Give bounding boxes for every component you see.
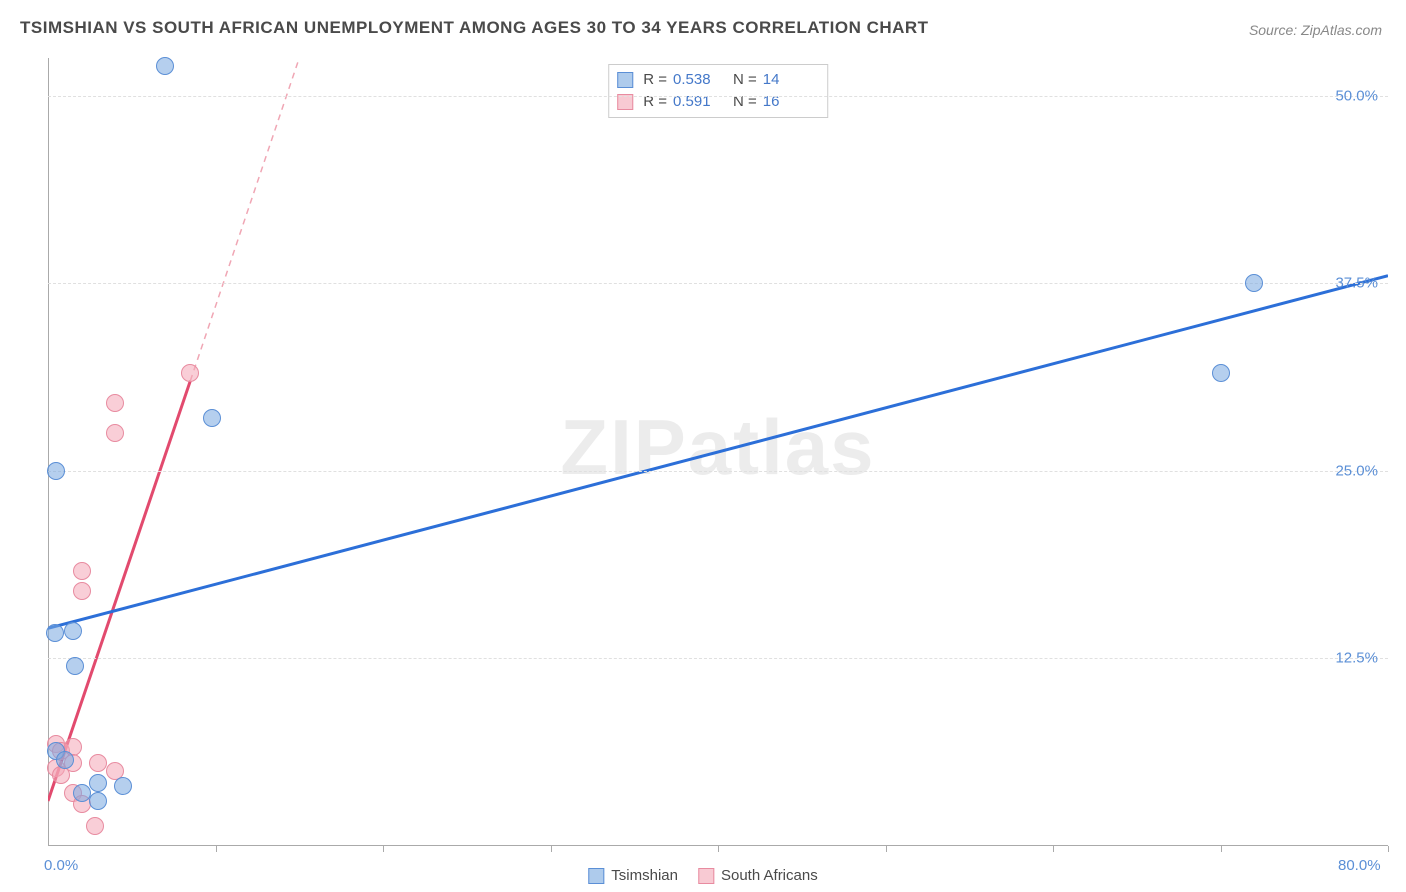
- source-label: Source: ZipAtlas.com: [1249, 22, 1382, 38]
- stats-row-pink: R = 0.591 N = 16: [617, 91, 813, 113]
- x-tick: [216, 846, 217, 852]
- r-label: R =: [643, 69, 667, 91]
- y-tick-label: 25.0%: [1335, 462, 1378, 479]
- r-value: 0.538: [673, 69, 723, 91]
- y-tick-label: 37.5%: [1335, 275, 1378, 292]
- scatter-point-blue: [114, 777, 132, 795]
- series-legend: Tsimshian South Africans: [588, 867, 817, 884]
- x-tick-label: 80.0%: [1338, 857, 1381, 874]
- legend-label: Tsimshian: [611, 867, 678, 884]
- x-tick: [1221, 846, 1222, 852]
- n-value: 14: [763, 69, 813, 91]
- gridline-horizontal: [48, 283, 1388, 284]
- plot-area: ZIPatlas R = 0.538 N = 14 R = 0.591 N = …: [48, 58, 1388, 846]
- scatter-point-blue: [73, 784, 91, 802]
- gridline-horizontal: [48, 471, 1388, 472]
- scatter-point-blue: [56, 751, 74, 769]
- n-label: N =: [733, 91, 757, 113]
- r-label: R =: [643, 91, 667, 113]
- swatch-blue-icon: [588, 868, 604, 884]
- scatter-point-pink: [73, 562, 91, 580]
- x-tick-label: 0.0%: [44, 857, 78, 874]
- x-tick: [718, 846, 719, 852]
- trendline: [190, 58, 299, 381]
- chart-container: Unemployment Among Ages 30 to 34 years Z…: [0, 48, 1406, 892]
- scatter-point-pink: [106, 394, 124, 412]
- scatter-point-pink: [52, 766, 70, 784]
- y-tick-label: 12.5%: [1335, 650, 1378, 667]
- legend-item-blue: Tsimshian: [588, 867, 678, 884]
- x-tick: [551, 846, 552, 852]
- x-tick: [1388, 846, 1389, 852]
- chart-title: TSIMSHIAN VS SOUTH AFRICAN UNEMPLOYMENT …: [20, 18, 929, 38]
- scatter-point-blue: [203, 409, 221, 427]
- scatter-point-blue: [156, 57, 174, 75]
- x-tick: [383, 846, 384, 852]
- scatter-point-pink: [89, 754, 107, 772]
- scatter-point-pink: [73, 582, 91, 600]
- scatter-point-blue: [66, 657, 84, 675]
- stats-row-blue: R = 0.538 N = 14: [617, 69, 813, 91]
- scatter-point-pink: [106, 424, 124, 442]
- scatter-point-blue: [47, 462, 65, 480]
- legend-label: South Africans: [721, 867, 818, 884]
- gridline-horizontal: [48, 96, 1388, 97]
- scatter-point-blue: [89, 774, 107, 792]
- stats-legend-box: R = 0.538 N = 14 R = 0.591 N = 16: [608, 64, 828, 118]
- n-value: 16: [763, 91, 813, 113]
- legend-item-pink: South Africans: [698, 867, 818, 884]
- y-tick-label: 50.0%: [1335, 87, 1378, 104]
- scatter-point-pink: [181, 364, 199, 382]
- swatch-pink-icon: [698, 868, 714, 884]
- scatter-point-blue: [89, 792, 107, 810]
- swatch-blue-icon: [617, 72, 633, 88]
- scatter-point-pink: [86, 817, 104, 835]
- n-label: N =: [733, 69, 757, 91]
- trendline: [48, 276, 1388, 629]
- r-value: 0.591: [673, 91, 723, 113]
- scatter-point-blue: [1245, 274, 1263, 292]
- trendlines-svg: [48, 58, 1388, 846]
- x-tick: [1053, 846, 1054, 852]
- scatter-point-blue: [1212, 364, 1230, 382]
- gridline-horizontal: [48, 658, 1388, 659]
- y-axis-line: [48, 58, 49, 846]
- x-tick: [886, 846, 887, 852]
- scatter-point-blue: [64, 622, 82, 640]
- watermark: ZIPatlas: [560, 402, 875, 493]
- scatter-point-blue: [46, 624, 64, 642]
